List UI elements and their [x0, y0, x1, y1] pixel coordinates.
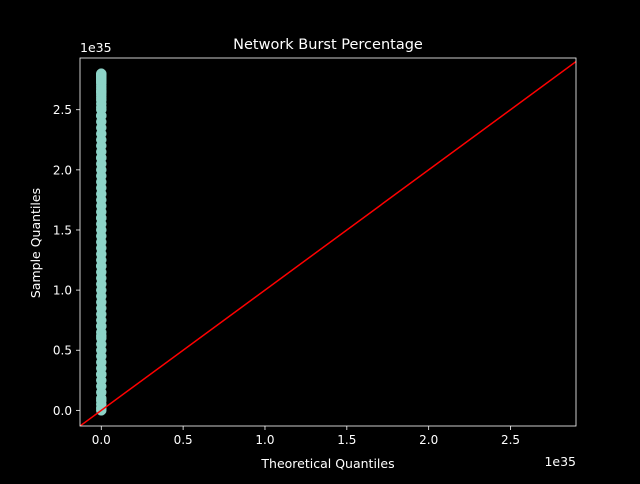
chart-title: Network Burst Percentage	[233, 37, 423, 53]
scatter-point	[96, 260, 107, 272]
x-tick-label: 1.5	[337, 433, 356, 447]
y-tick-label: 0.5	[53, 344, 72, 358]
plot-area	[80, 61, 576, 426]
x-tick-label: 1.0	[255, 433, 274, 447]
y-tick-label: 2.0	[53, 163, 72, 177]
scatter-point	[96, 152, 107, 164]
y-tick-label: 2.5	[53, 103, 72, 117]
x-axis-label: Theoretical Quantiles	[260, 456, 394, 471]
x-tick-label: 0.0	[92, 433, 111, 447]
y-axis-offset-text: 1e35	[80, 40, 112, 55]
x-tick-label: 0.5	[174, 433, 193, 447]
y-tick-label: 0.0	[53, 404, 72, 418]
y-tick-label: 1.5	[53, 223, 72, 237]
scatter-point	[96, 212, 107, 224]
x-tick-label: 2.0	[419, 433, 438, 447]
x-tick-label: 2.5	[501, 433, 520, 447]
scatter-point	[96, 110, 107, 121]
axes: 0.0 0.5 1.0 1.5 2.0 2.5 0.0 0.5 1.0 1.5 2.0 2.5	[53, 57, 577, 447]
x-axis-offset-text: 1e35	[544, 454, 576, 469]
reference-line	[80, 61, 576, 426]
axes-frame	[79, 57, 577, 427]
y-tick-label: 1.0	[53, 284, 72, 298]
scatter-point	[96, 68, 107, 79]
y-axis-label: Sample Quantiles	[28, 188, 43, 298]
scatter-point	[96, 86, 107, 97]
scatter-point	[96, 320, 107, 332]
scatter-point	[96, 369, 107, 380]
